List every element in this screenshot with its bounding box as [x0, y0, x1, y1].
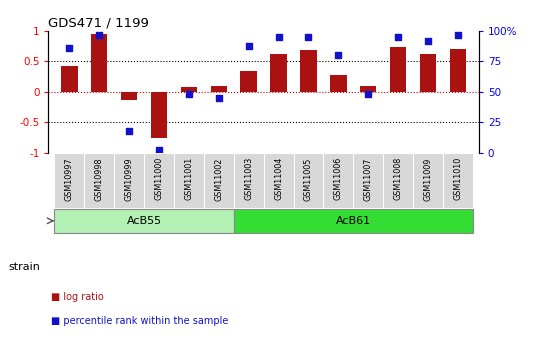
Bar	[270, 53, 287, 92]
Bar	[151, 92, 167, 138]
FancyBboxPatch shape	[54, 209, 233, 233]
Text: GSM11004: GSM11004	[274, 157, 283, 200]
FancyBboxPatch shape	[233, 153, 264, 208]
FancyBboxPatch shape	[233, 209, 473, 233]
Text: GSM11005: GSM11005	[304, 157, 313, 200]
FancyBboxPatch shape	[264, 153, 294, 208]
FancyBboxPatch shape	[353, 153, 383, 208]
Text: GDS471 / 1199: GDS471 / 1199	[48, 17, 150, 30]
Bar	[121, 92, 137, 100]
Bar	[390, 48, 406, 92]
Bar	[300, 50, 317, 92]
Bar	[330, 76, 346, 92]
Point	[424, 38, 433, 43]
FancyBboxPatch shape	[174, 153, 204, 208]
Point	[185, 91, 193, 97]
FancyBboxPatch shape	[443, 153, 473, 208]
FancyBboxPatch shape	[413, 153, 443, 208]
Text: ■ log ratio: ■ log ratio	[51, 292, 104, 302]
FancyBboxPatch shape	[144, 153, 174, 208]
Text: GSM10997: GSM10997	[65, 157, 74, 201]
Text: GSM10999: GSM10999	[125, 157, 133, 201]
Bar	[61, 66, 77, 92]
Text: GSM11000: GSM11000	[154, 157, 164, 200]
Text: GSM11003: GSM11003	[244, 157, 253, 200]
Point	[215, 95, 223, 101]
Text: GSM11007: GSM11007	[364, 157, 373, 200]
Text: GSM11010: GSM11010	[454, 157, 462, 200]
Bar	[181, 87, 197, 92]
Point	[95, 32, 103, 38]
Point	[364, 91, 372, 97]
FancyBboxPatch shape	[54, 153, 84, 208]
Bar	[240, 71, 257, 92]
Text: AcB61: AcB61	[336, 216, 371, 226]
Point	[65, 45, 74, 51]
Text: AcB55: AcB55	[126, 216, 161, 226]
FancyBboxPatch shape	[294, 153, 323, 208]
Bar	[210, 86, 227, 92]
Point	[454, 32, 462, 38]
FancyBboxPatch shape	[383, 153, 413, 208]
Bar	[360, 86, 377, 92]
Point	[334, 53, 343, 58]
Text: strain: strain	[8, 263, 40, 272]
Text: GSM11006: GSM11006	[334, 157, 343, 200]
Text: GSM11008: GSM11008	[394, 157, 402, 200]
Point	[304, 34, 313, 40]
Point	[155, 148, 164, 153]
Point	[244, 43, 253, 48]
FancyBboxPatch shape	[323, 153, 353, 208]
FancyBboxPatch shape	[204, 153, 233, 208]
Bar	[91, 34, 108, 92]
Text: GSM11002: GSM11002	[214, 157, 223, 200]
Text: GSM11009: GSM11009	[423, 157, 433, 200]
FancyBboxPatch shape	[114, 153, 144, 208]
Text: GSM10998: GSM10998	[95, 157, 104, 201]
Point	[274, 34, 283, 40]
Point	[394, 34, 402, 40]
Text: GSM11001: GSM11001	[185, 157, 193, 200]
Point	[125, 128, 133, 134]
Bar	[450, 49, 466, 92]
FancyBboxPatch shape	[84, 153, 114, 208]
Text: ■ percentile rank within the sample: ■ percentile rank within the sample	[51, 316, 229, 326]
Bar	[420, 54, 436, 92]
